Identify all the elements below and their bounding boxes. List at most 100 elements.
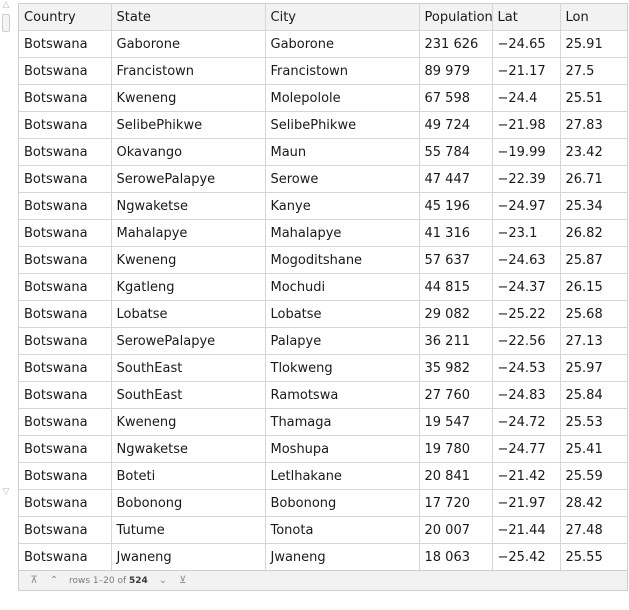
- column-header-lat[interactable]: Lat: [492, 4, 561, 31]
- cell-lon: 25.84: [560, 381, 627, 409]
- first-page-icon[interactable]: ⊼: [30, 575, 38, 586]
- vertical-scrollbar[interactable]: △ ▽: [0, 0, 12, 500]
- cell-country: Botswana: [19, 30, 112, 58]
- cell-lat: −22.56: [492, 327, 561, 355]
- cell-country: Botswana: [19, 273, 112, 301]
- pagination-bar: ⊼ ⌃ rows 1–20 of 524 ⌄ ⊻: [18, 571, 628, 591]
- cell-country: Botswana: [19, 489, 112, 517]
- scroll-down-arrow-icon[interactable]: ▽: [2, 487, 10, 497]
- cell-population: 36 211: [419, 327, 493, 355]
- scroll-up-arrow-icon[interactable]: △: [2, 0, 10, 10]
- cell-city: Bobonong: [265, 489, 420, 517]
- column-header-population[interactable]: Population: [419, 4, 493, 31]
- cell-lat: −21.44: [492, 516, 561, 544]
- previous-page-icon[interactable]: ⌃: [49, 575, 59, 586]
- cell-population: 18 063: [419, 543, 493, 570]
- cell-lon: 26.71: [560, 165, 627, 193]
- cell-country: Botswana: [19, 300, 112, 328]
- cell-country: Botswana: [19, 381, 112, 409]
- cell-city: Molepolole: [265, 84, 420, 112]
- column-header-city[interactable]: City: [265, 4, 420, 31]
- cell-lat: −24.97: [492, 192, 561, 220]
- cell-lon: 26.82: [560, 219, 627, 247]
- cell-lat: −25.22: [492, 300, 561, 328]
- cell-country: Botswana: [19, 192, 112, 220]
- cell-population: 55 784: [419, 138, 493, 166]
- total-rows-count: 524: [129, 575, 148, 586]
- cell-lat: −24.53: [492, 354, 561, 382]
- column-header-country[interactable]: Country: [19, 4, 112, 31]
- cell-lon: 25.51: [560, 84, 627, 112]
- cell-lon: 25.97: [560, 354, 627, 382]
- last-page-icon[interactable]: ⊻: [179, 575, 187, 586]
- cell-state: Kweneng: [111, 408, 266, 436]
- cell-state: Bobonong: [111, 489, 266, 517]
- cell-lon: 27.48: [560, 516, 627, 544]
- cell-lat: −24.72: [492, 408, 561, 436]
- cell-lon: 27.13: [560, 327, 627, 355]
- cell-state: Mahalapye: [111, 219, 266, 247]
- cell-lon: 25.41: [560, 435, 627, 463]
- cell-state: Ngwaketse: [111, 192, 266, 220]
- cell-population: 19 547: [419, 408, 493, 436]
- cell-state: Kgatleng: [111, 273, 266, 301]
- table-row: Botswana Boteti Letlhakane 20 841 −21.42 25.5…: [19, 462, 627, 490]
- cell-population: 45 196: [419, 192, 493, 220]
- cell-city: Maun: [265, 138, 420, 166]
- cell-state: SouthEast: [111, 381, 266, 409]
- cell-country: Botswana: [19, 327, 112, 355]
- cell-lat: −21.98: [492, 111, 561, 139]
- cell-country: Botswana: [19, 246, 112, 274]
- scrollbar-track[interactable]: [2, 14, 10, 484]
- cell-country: Botswana: [19, 408, 112, 436]
- cell-city: Mogoditshane: [265, 246, 420, 274]
- cell-city: Moshupa: [265, 435, 420, 463]
- cell-lat: −21.42: [492, 462, 561, 490]
- table-row: Botswana Okavango Maun 55 784 −19.99 23.42: [19, 138, 627, 166]
- cell-country: Botswana: [19, 354, 112, 382]
- cell-population: 49 724: [419, 111, 493, 139]
- table-row: Botswana Gaborone Gaborone 231 626 −24.65 25.…: [19, 30, 627, 58]
- table-row: Botswana SelibePhikwe SelibePhikwe 49 724 −2…: [19, 111, 627, 139]
- cell-lon: 26.15: [560, 273, 627, 301]
- cell-lon: 27.83: [560, 111, 627, 139]
- next-page-icon[interactable]: ⌄: [158, 575, 167, 586]
- cell-state: SerowePalapye: [111, 327, 266, 355]
- cell-lon: 23.42: [560, 138, 627, 166]
- cell-city: Serowe: [265, 165, 420, 193]
- cell-country: Botswana: [19, 435, 112, 463]
- table-row: Botswana Mahalapye Mahalapye 41 316 −23.1 26.…: [19, 219, 627, 247]
- table-row: Botswana SerowePalapye Palapye 36 211 −22.56…: [19, 327, 627, 355]
- cell-city: Thamaga: [265, 408, 420, 436]
- cell-country: Botswana: [19, 138, 112, 166]
- table-row: Botswana SerowePalapye Serowe 47 447 −22.39 2…: [19, 165, 627, 193]
- table-row: Botswana Jwaneng Jwaneng 18 063 −25.42 25.55: [19, 543, 627, 570]
- cell-population: 47 447: [419, 165, 493, 193]
- cell-lat: −24.77: [492, 435, 561, 463]
- cell-city: Tlokweng: [265, 354, 420, 382]
- cell-lat: −24.65: [492, 30, 561, 58]
- cell-state: Kweneng: [111, 84, 266, 112]
- cell-city: Lobatse: [265, 300, 420, 328]
- cell-lat: −24.37: [492, 273, 561, 301]
- table-row: Botswana Bobonong Bobonong 17 720 −21.97 28.4…: [19, 489, 627, 517]
- table-row: Botswana Ngwaketse Moshupa 19 780 −24.77 25.4…: [19, 435, 627, 463]
- cell-state: SelibePhikwe: [111, 111, 266, 139]
- table-row: Botswana Tutume Tonota 20 007 −21.44 27.48: [19, 516, 627, 544]
- cell-lon: 25.87: [560, 246, 627, 274]
- cell-city: Gaborone: [265, 30, 420, 58]
- column-header-state[interactable]: State: [111, 4, 266, 31]
- column-header-lon[interactable]: Lon: [560, 4, 627, 31]
- cell-state: Ngwaketse: [111, 435, 266, 463]
- cell-population: 89 979: [419, 57, 493, 85]
- data-table: Country State City Population Lat Lon Bo…: [18, 3, 628, 571]
- scrollbar-thumb[interactable]: [2, 14, 10, 32]
- cell-country: Botswana: [19, 165, 112, 193]
- table-row: Botswana SouthEast Ramotswa 27 760 −24.83 25.…: [19, 381, 627, 409]
- table-row: Botswana Francistown Francistown 89 979 −21.…: [19, 57, 627, 85]
- table-header-row: Country State City Population Lat Lon: [19, 4, 627, 31]
- cell-city: SelibePhikwe: [265, 111, 420, 139]
- cell-city: Ramotswa: [265, 381, 420, 409]
- cell-lat: −25.42: [492, 543, 561, 570]
